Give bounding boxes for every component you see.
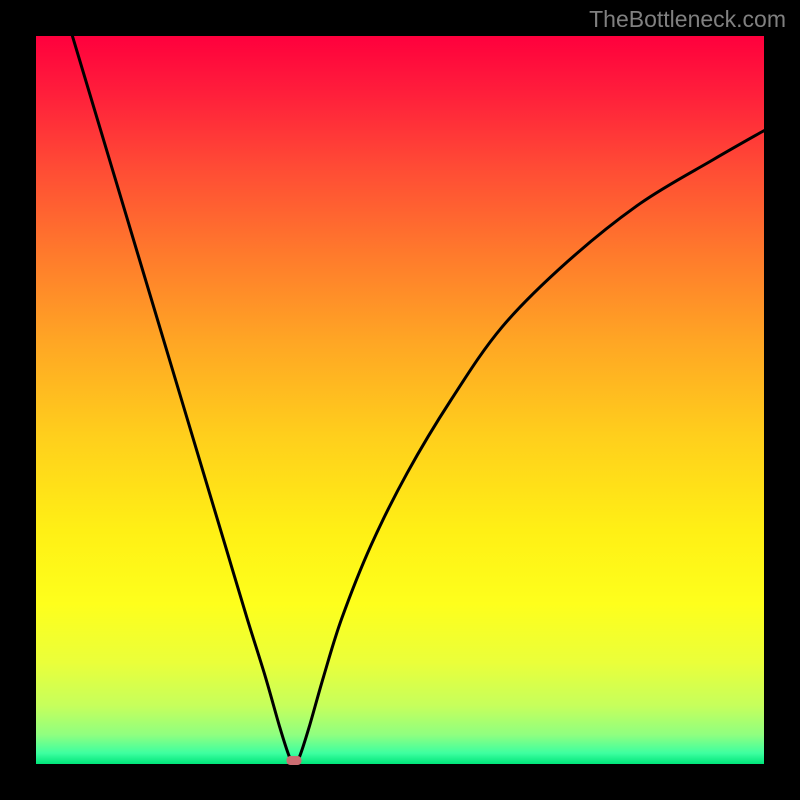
watermark-label: TheBottleneck.com xyxy=(589,6,786,33)
dip-marker xyxy=(287,752,302,770)
plot-area xyxy=(36,36,764,764)
dip-marker-svg xyxy=(287,756,302,765)
chart-frame: TheBottleneck.com xyxy=(0,0,800,800)
plot-svg xyxy=(36,36,764,764)
